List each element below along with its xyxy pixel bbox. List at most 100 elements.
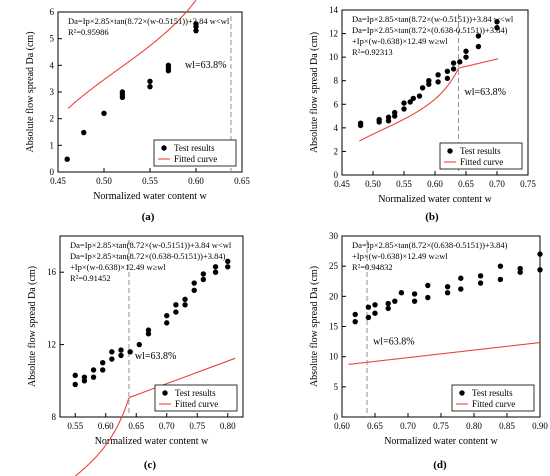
panel2-data-point xyxy=(463,54,469,60)
panel3-data-point xyxy=(225,258,231,265)
panel1-data-point xyxy=(119,89,126,95)
panel2-group: 0.45 0.50 0.55 0.60 0.65 0.70 0.75 0 2 4 6 8 10 12 14 N… xyxy=(309,5,536,223)
panel1-liquid-limit-label: wl=63.8% xyxy=(185,60,226,71)
panel3-equation-line: Da=Ip×2.85×tan(8.72×(0.638-0.5151))+3.84… xyxy=(70,251,226,261)
panel2-x-tick-label: 0.50 xyxy=(365,179,381,189)
panel2-data-point xyxy=(444,68,451,74)
panel2-y-tick-label: 8 xyxy=(334,76,339,86)
panel4-data-point xyxy=(372,302,378,308)
panel4-y-tick-label: 15 xyxy=(329,322,339,332)
panel3-y-tick-label: 12 xyxy=(47,340,56,350)
panel3-data-point xyxy=(136,341,142,348)
panel4-data-point xyxy=(385,300,391,307)
panel2-legend-label-test: Test results xyxy=(460,146,501,156)
panel4-y-tick-label: 0 xyxy=(334,412,339,422)
panel2-x-tick-label: 0.60 xyxy=(427,179,443,189)
panel1-panel-label: (a) xyxy=(142,211,155,223)
panel1-y-tick-label: 5 xyxy=(50,34,55,44)
panel3-data-point xyxy=(164,320,170,326)
panel2-legend-label-curve: Fitted curve xyxy=(460,157,503,167)
panel2-fitted-curve xyxy=(359,58,499,142)
panel2-data-point xyxy=(410,95,416,102)
panel3-data-point xyxy=(212,269,219,275)
panel3-y-tick-label: 8 xyxy=(52,412,57,422)
panel3-data-point xyxy=(72,372,78,379)
panel1-x-tick-label: 0.65 xyxy=(234,176,250,186)
panel2-data-point xyxy=(407,99,413,105)
panel2-data-point xyxy=(401,106,407,112)
panel2-data-point xyxy=(494,24,500,31)
panel4-x-tick-label: 0.75 xyxy=(433,421,449,431)
panel3-data-point xyxy=(182,296,188,303)
panel3-data-point xyxy=(109,349,115,355)
panel4-y-tick-label: 10 xyxy=(329,352,339,362)
panel2-panel-label: (b) xyxy=(425,211,439,223)
panel4-x-axis-label: Normalized water content w xyxy=(384,436,498,447)
panel4-x-tick-label: 0.70 xyxy=(400,421,416,431)
panel4-data-point xyxy=(352,311,358,318)
panel3-equation-line: +Ip×(w-0.638)×12.49 w≥wl xyxy=(70,262,166,272)
panel2-data-point xyxy=(450,60,457,66)
panel3-legend-box xyxy=(154,384,238,412)
panel3-data-point xyxy=(173,309,179,315)
panel1-data-point xyxy=(193,21,199,27)
panel4-data-point xyxy=(398,290,405,296)
panel3-x-tick-label: 0.65 xyxy=(128,421,144,431)
panel3-data-point xyxy=(118,352,124,359)
panel4-x-tick-label: 0.85 xyxy=(499,421,515,431)
panel1-y-tick-label: 0 xyxy=(50,167,55,177)
panel2-data-point xyxy=(494,19,500,25)
panel3-group: 0.55 0.60 0.65 0.70 0.75 0.80 8 12 16 Normalized … xyxy=(27,235,244,476)
panel2-x-tick-label: 0.65 xyxy=(458,179,474,189)
panel3-x-tick-label: 0.80 xyxy=(220,421,236,431)
panel4-equation-line: R²=0.94832 xyxy=(352,262,393,272)
panel4-data-point xyxy=(537,267,543,273)
panel1-x-tick-label: 0.55 xyxy=(142,176,158,186)
panel2-data-point xyxy=(392,109,398,116)
panel1-y-tick-label: 3 xyxy=(50,87,55,97)
panel1-data-point xyxy=(165,62,172,69)
panel1-legend-label-curve: Fitted curve xyxy=(174,154,217,164)
panel4-x-tick-label: 0.60 xyxy=(334,421,350,431)
panel1-legend-box xyxy=(153,139,237,167)
panel4-data-point xyxy=(411,291,418,297)
panel3-x-tick-label: 0.75 xyxy=(189,421,205,431)
panel3-data-point xyxy=(225,264,231,270)
panel4-data-point xyxy=(392,298,398,304)
panel4-legend-box xyxy=(451,384,535,412)
panel4-legend-label-curve: Fitted curve xyxy=(472,399,515,409)
panel4-y-tick-label: 25 xyxy=(329,261,339,271)
panel4-y-tick-label: 20 xyxy=(329,291,339,301)
panel4-data-point xyxy=(425,294,431,301)
panel4-data-point xyxy=(458,286,464,292)
panel2-data-point xyxy=(426,78,432,84)
panel2-equation-line: Da=Ip×2.85×tan(8.72×(0.638-0.5151))+3.84… xyxy=(352,25,508,35)
panel4-data-point xyxy=(444,283,451,290)
panel4-data-point xyxy=(352,318,358,325)
panel1-equation-line: Da=Ip×2.85×tan(8.72×(w-0.5151))+3.84 w<w… xyxy=(68,16,230,26)
panel2-data-point xyxy=(435,72,441,78)
panel4-legend-marker-test xyxy=(459,390,465,396)
panel4-y-tick-label: 30 xyxy=(329,231,339,241)
panel4-fitted-curve xyxy=(348,341,541,365)
panel1-x-tick-label: 0.60 xyxy=(188,176,204,186)
panel4-data-point xyxy=(497,276,504,283)
panel2-data-point xyxy=(416,93,423,99)
panel2-x-tick-label: 0.55 xyxy=(396,179,412,189)
panel4-equation-line: Da=Ip×2.85×tan(8.72×(0.638-0.5151))+3.84… xyxy=(352,240,508,250)
panel1-data-point xyxy=(193,27,199,34)
panel4-data-point xyxy=(372,310,378,316)
panel4-y-axis-label: Absolute flow spread Da (cm) xyxy=(309,266,320,387)
panel2-data-point xyxy=(475,43,482,50)
panel2-equation-line: R²=0.92313 xyxy=(352,47,393,57)
panel2-y-tick-label: 2 xyxy=(334,146,339,156)
panel4-group: 0.60 0.65 0.70 0.75 0.80 0.85 0.90 0 5 10 15 20 25 30… xyxy=(309,231,548,471)
panel1-data-point xyxy=(147,83,153,90)
panel3-data-point xyxy=(90,374,97,380)
panel3-liquid-limit-label: wl=63.8% xyxy=(135,351,176,362)
panel4-data-point xyxy=(365,314,372,321)
panel1-data-point xyxy=(101,110,107,117)
panel3-data-point xyxy=(145,327,152,333)
panel2-data-point xyxy=(457,59,463,65)
